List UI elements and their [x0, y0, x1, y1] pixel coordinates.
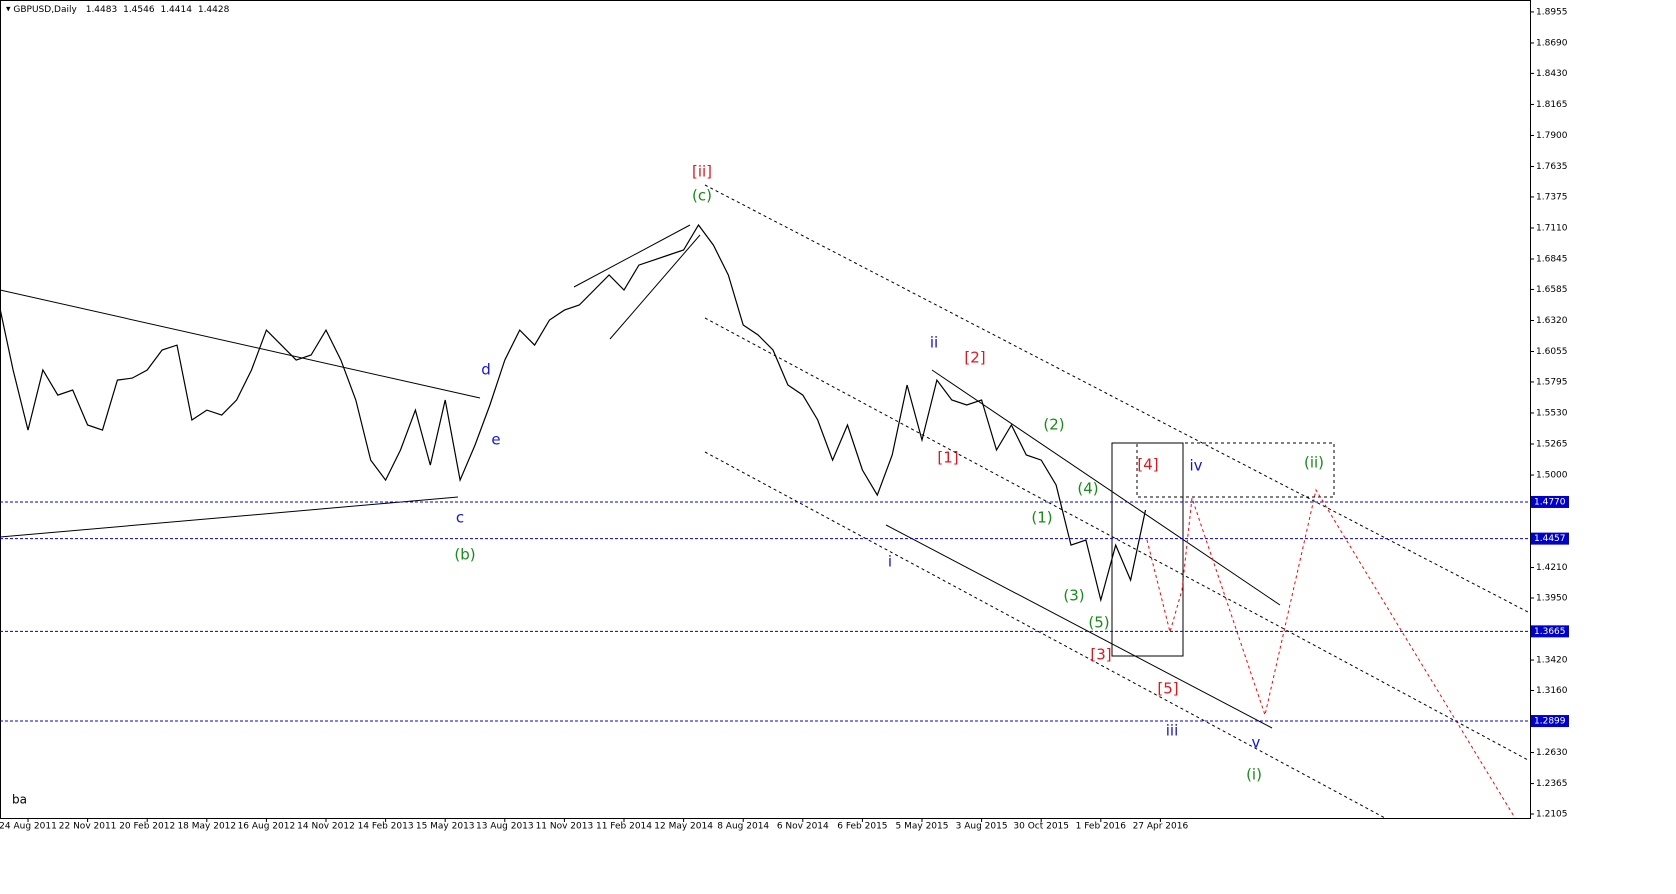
- wave-label: (ii): [1304, 454, 1324, 472]
- y-tick-label: 1.6320: [1536, 316, 1568, 326]
- level-label: 1.2899: [1534, 717, 1566, 727]
- y-tick-label: 1.4210: [1536, 563, 1568, 573]
- level-label-bg: [1531, 532, 1569, 545]
- wave-label: (5): [1088, 614, 1109, 632]
- x-tick-label: 6 Nov 2014: [777, 822, 829, 832]
- wave-label: (c): [692, 187, 712, 205]
- wave-label: (1): [1031, 509, 1052, 527]
- low: 1.4414: [160, 5, 192, 15]
- wave-label: [5]: [1157, 680, 1178, 698]
- wave-label: [1]: [937, 449, 958, 467]
- wave-label: iv: [1189, 457, 1202, 475]
- trendline: [931, 369, 1281, 606]
- y-tick-label: 1.3420: [1536, 656, 1568, 666]
- wave-label: [3]: [1090, 646, 1111, 664]
- wave-label: c: [456, 509, 464, 527]
- x-tick-label: 22 Nov 2011: [59, 822, 117, 832]
- y-tick-label: 1.5000: [1536, 471, 1568, 481]
- x-tick-label: 24 Aug 2011: [0, 822, 57, 832]
- trendline: [885, 524, 1273, 729]
- y-tick-label: 1.7110: [1536, 223, 1568, 233]
- x-tick-label: 13 Aug 2013: [476, 822, 534, 832]
- x-tick-label: 1 Feb 2016: [1076, 822, 1127, 832]
- level-label-bg: [1531, 715, 1569, 728]
- trendline: [0, 289, 481, 399]
- wave-label: [2]: [964, 349, 985, 367]
- x-tick-label: 15 May 2013: [416, 822, 475, 832]
- x-tick-label: 27 Apr 2016: [1133, 822, 1189, 832]
- x-tick-label: 6 Feb 2015: [837, 822, 887, 832]
- x-tick-label: 14 Feb 2013: [358, 822, 414, 832]
- price-line: [0, 223, 1147, 603]
- trendline: [573, 224, 691, 288]
- y-tick-label: 1.5795: [1536, 377, 1568, 387]
- x-tick-label: 5 May 2015: [896, 822, 949, 832]
- close: 1.4428: [198, 5, 230, 15]
- wave-label: (4): [1077, 480, 1098, 498]
- y-tick-label: 1.6585: [1536, 285, 1568, 295]
- dotted-box: [1136, 442, 1335, 498]
- x-tick-label: 11 Feb 2014: [596, 822, 652, 832]
- x-tick-label: 14 Nov 2012: [297, 822, 355, 832]
- y-tick-label: 1.6845: [1536, 255, 1568, 265]
- x-tick-label: 30 Oct 2015: [1013, 822, 1069, 832]
- x-tick-label: 3 Aug 2015: [956, 822, 1008, 832]
- wave-label: (3): [1063, 587, 1084, 605]
- wave-label: (2): [1043, 416, 1064, 434]
- open: 1.4483: [86, 5, 118, 15]
- x-tick-label: 20 Feb 2012: [119, 822, 175, 832]
- channels: [704, 184, 1529, 819]
- y-tick-label: 1.8690: [1536, 38, 1568, 48]
- y-tick-label: 1.2365: [1536, 779, 1568, 789]
- y-tick-label: 1.5530: [1536, 408, 1568, 418]
- trendline: [0, 496, 459, 538]
- y-tick-label: 1.8165: [1536, 100, 1568, 110]
- plot-frame: [0, 0, 1531, 819]
- y-tick-label: 1.3160: [1536, 686, 1568, 696]
- y-tick-label: 1.8955: [1536, 7, 1568, 17]
- x-tick-label: 18 May 2012: [177, 822, 236, 832]
- trendline: [609, 234, 701, 340]
- level-label-bg: [1531, 625, 1569, 638]
- y-tick-label: 1.2630: [1536, 748, 1568, 758]
- y-tick-label: 1.8430: [1536, 69, 1568, 79]
- level-label: 1.4457: [1534, 534, 1566, 544]
- x-tick-label: 16 Aug 2012: [238, 822, 296, 832]
- wave-label: [4]: [1137, 456, 1158, 474]
- trendlines: [0, 224, 1281, 729]
- box: [1111, 442, 1184, 657]
- x-tick-label: 12 May 2014: [654, 822, 713, 832]
- y-tick-label: 1.2105: [1536, 810, 1568, 820]
- level-label-bg: [1531, 495, 1569, 508]
- y-tick-label: 1.3950: [1536, 593, 1568, 603]
- wave-label: i: [888, 553, 892, 571]
- footer-text: ba: [12, 793, 27, 807]
- channel-line: [704, 451, 1386, 819]
- level-label: 1.3665: [1534, 627, 1566, 637]
- level-label: 1.4770: [1534, 497, 1566, 507]
- y-tick-label: 1.6055: [1536, 347, 1568, 357]
- y-tick-label: 1.7635: [1536, 162, 1568, 172]
- y-tick-label: 1.7375: [1536, 192, 1568, 202]
- y-tick-label: 1.7900: [1536, 131, 1568, 141]
- symbol: GBPUSD,Daily: [13, 5, 77, 15]
- wave-label: v: [1252, 734, 1261, 752]
- x-tick-label: 8 Aug 2014: [717, 822, 769, 832]
- wave-label: d: [481, 361, 491, 379]
- wave-label: [ii]: [692, 163, 712, 181]
- header: ▾ GBPUSD,Daily 1.4483 1.4546 1.4414 1.44…: [6, 5, 230, 15]
- x-tick-label: 11 Nov 2013: [536, 822, 594, 832]
- wave-label: e: [491, 431, 500, 449]
- wave-label: ii: [930, 334, 938, 352]
- channel-line: [704, 184, 1529, 613]
- y-tick-label: 1.5265: [1536, 440, 1568, 450]
- wave-label: iii: [1166, 722, 1179, 740]
- wave-label: (i): [1246, 766, 1262, 784]
- forecast-path: [1146, 488, 1516, 819]
- high: 1.4546: [123, 5, 155, 15]
- wave-label: (b): [454, 546, 475, 564]
